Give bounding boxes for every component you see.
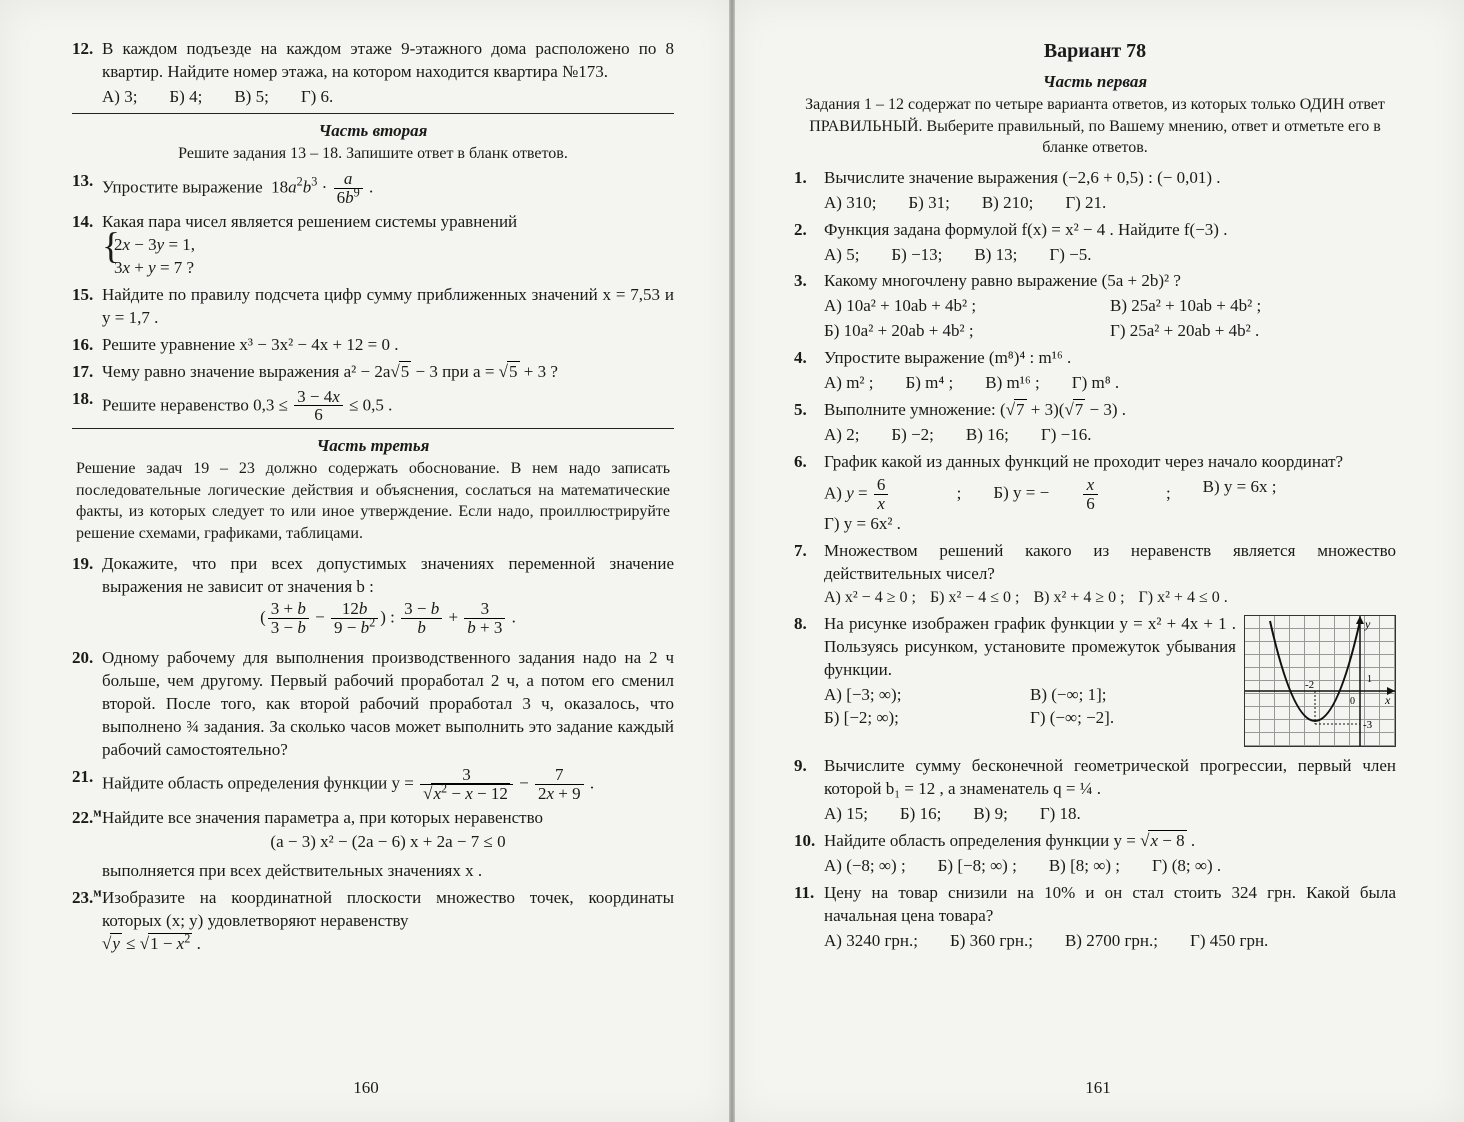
inequality-22: (a − 3) x² − (2a − 6) x + 2a − 7 ≤ 0 <box>102 831 674 854</box>
task-text: В каждом подъезде на каждом этаже 9-этаж… <box>102 39 674 81</box>
svg-text:-2: -2 <box>1305 679 1314 691</box>
r-task-2: 2. Функция задана формулой f(x) = x² − 4… <box>794 219 1396 267</box>
part1-heading: Часть первая <box>794 71 1396 94</box>
r-task-5: 5. Выполните умножение: (7 + 3)(7 − 3) .… <box>794 399 1396 447</box>
opt-g: Г) 6. <box>301 86 334 109</box>
opt-v: В) 5; <box>234 86 268 109</box>
r-task-9: 9. Вычислите сумму бесконечной геометрич… <box>794 755 1396 826</box>
r-task-11: 11. Цену на товар снизили на 10% и он ст… <box>794 882 1396 953</box>
part1-sub: Задания 1 – 12 содержат по четыре вариан… <box>798 94 1392 159</box>
task-number: 12. <box>72 38 102 61</box>
svg-text:-3: -3 <box>1363 719 1373 731</box>
page-number-right: 161 <box>732 1077 1464 1100</box>
task-14: 14. Какая пара чисел является решением с… <box>72 211 674 280</box>
part2-sub: Решите задания 13 – 18. Запишите ответ в… <box>72 143 674 165</box>
task-22: 22.м Найдите все значения параметра a, п… <box>72 807 674 884</box>
task-options: А) 3; Б) 4; В) 5; Г) 6. <box>102 86 674 109</box>
book-spread: 12. В каждом подъезде на каждом этаже 9-… <box>0 0 1464 1122</box>
opt-a: А) 3; <box>102 86 137 109</box>
task-12: 12. В каждом подъезде на каждом этаже 9-… <box>72 38 674 109</box>
r-task-4: 4. Упростите выражение (m⁸)⁴ : m¹⁶ . А) … <box>794 347 1396 395</box>
r-task-1: 1. Вычислите значение выражения (−2,6 + … <box>794 167 1396 215</box>
svg-text:x: x <box>1384 693 1391 707</box>
task-17: 17. Чему равно значение выражения a² − 2… <box>72 361 674 384</box>
part3-sub: Решение задач 19 – 23 должно содержать о… <box>76 458 670 544</box>
page-number-left: 160 <box>0 1077 732 1100</box>
svg-text:1: 1 <box>1367 674 1372 685</box>
chart-task-8: x y 0 1 -2 -3 <box>1244 615 1396 747</box>
task-23: 23.м Изобразите на координатной плоскост… <box>72 887 674 956</box>
r-task-3: 3. Какому многочлену равно выражение (5a… <box>794 270 1396 343</box>
r-task-6: 6. График какой из данных функций не про… <box>794 451 1396 536</box>
divider <box>72 113 674 114</box>
page-right: Вариант 78 Часть первая Задания 1 – 12 с… <box>732 0 1464 1122</box>
task-21: 21. Найдите область определения функции … <box>72 766 674 803</box>
formula-19: (3 + b3 − b − 12b9 − b2) : 3 − bb + 3b +… <box>102 600 674 637</box>
task-18: 18. Решите неравенство 0,3 ≤ 3 − 4x6 ≤ 0… <box>72 388 674 425</box>
task-15: 15. Найдите по правилу подсчета цифр сум… <box>72 284 674 330</box>
divider <box>72 428 674 429</box>
part3-heading: Часть третья <box>72 435 674 458</box>
r-task-10: 10. Найдите область определения функции … <box>794 830 1396 878</box>
r-task-7: 7. Множеством решений какого из неравенс… <box>794 540 1396 609</box>
r-task-8: 8. x y 0 1 -2 <box>794 613 1396 751</box>
book-gutter <box>729 0 735 1122</box>
task-20: 20. Одному рабочему для выполнения произ… <box>72 647 674 762</box>
svg-text:y: y <box>1364 617 1371 631</box>
svg-text:0: 0 <box>1350 696 1355 707</box>
task-13: 13. Упростите выражение 18a2b3 · a6b9 . <box>72 170 674 207</box>
task-19: 19. Докажите, что при всех допустимых зн… <box>72 553 674 644</box>
opt-b: Б) 4; <box>169 86 202 109</box>
task-16: 16. Решите уравнение x³ − 3x² − 4x + 12 … <box>72 334 674 357</box>
part2-heading: Часть вторая <box>72 120 674 143</box>
page-left: 12. В каждом подъезде на каждом этаже 9-… <box>0 0 732 1122</box>
variant-title: Вариант 78 <box>794 38 1396 65</box>
